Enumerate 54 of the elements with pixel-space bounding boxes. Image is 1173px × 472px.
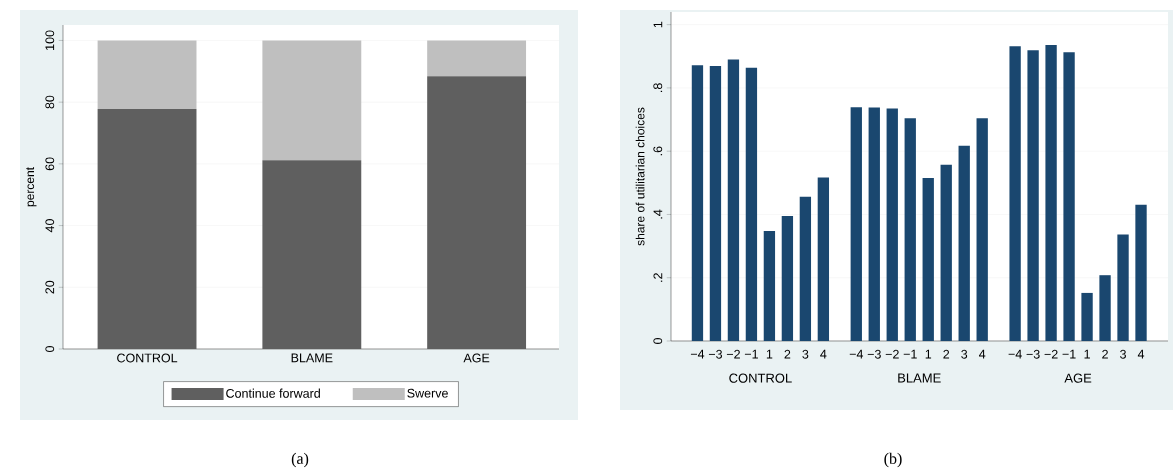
y-tick-label: .2 bbox=[653, 273, 663, 282]
x-tick-label: −1 bbox=[744, 349, 758, 359]
x-tick-label: 3 bbox=[1120, 349, 1126, 359]
legend-label: Swerve bbox=[407, 388, 448, 398]
text: (a) bbox=[291, 452, 309, 468]
x-tick-label: −4 bbox=[1008, 349, 1022, 359]
x-tick-label: −3 bbox=[867, 349, 881, 359]
x-tick-label: −1 bbox=[903, 349, 917, 359]
x-tick-label: BLAME bbox=[291, 353, 333, 363]
x-tick-label: −2 bbox=[1044, 349, 1058, 359]
text: CONTROL bbox=[729, 373, 792, 383]
x-tick-label: −4 bbox=[690, 349, 705, 359]
x-tick-label: 4 bbox=[979, 349, 986, 359]
y-tick-label: 80 bbox=[45, 95, 55, 109]
y-tick-label: .8 bbox=[653, 83, 663, 92]
text: AGE bbox=[1064, 373, 1092, 383]
y-tick-label: 1 bbox=[653, 21, 663, 28]
x-tick-label: AGE bbox=[463, 353, 490, 363]
x-tick-label: 4 bbox=[820, 349, 827, 359]
y-axis-title: share of utilitarian choices bbox=[635, 107, 645, 246]
x-tick-label: 1 bbox=[925, 349, 932, 359]
legend-label: Continue forward bbox=[226, 388, 320, 398]
x-tick-label: −2 bbox=[726, 349, 740, 359]
x-tick-label: 2 bbox=[943, 349, 950, 359]
y-tick-label: 40 bbox=[45, 219, 55, 233]
bar bbox=[262, 160, 362, 349]
x-tick-label: 4 bbox=[1137, 349, 1145, 359]
bar bbox=[262, 40, 362, 161]
x-tick-label: 1 bbox=[1084, 349, 1090, 359]
bar bbox=[427, 76, 527, 349]
x-tick-label: −2 bbox=[885, 349, 899, 359]
x-tick-label: −4 bbox=[849, 349, 864, 359]
text: (b) bbox=[884, 452, 902, 468]
bar bbox=[97, 108, 197, 349]
x-tick-label: 1 bbox=[766, 349, 773, 359]
y-tick-label: 100 bbox=[45, 30, 55, 50]
x-tick-label: −3 bbox=[1026, 349, 1040, 359]
text: BLAME bbox=[898, 373, 941, 383]
y-tick-label: 20 bbox=[45, 280, 55, 294]
x-tick-label: CONTROL bbox=[117, 353, 178, 363]
y-tick-label: 0 bbox=[45, 346, 55, 352]
x-tick-label: −3 bbox=[708, 349, 723, 359]
y-tick-label: 0 bbox=[653, 338, 663, 344]
x-tick-label: 2 bbox=[784, 349, 791, 359]
bar bbox=[427, 40, 527, 77]
bar bbox=[97, 40, 197, 109]
y-axis-title: percent bbox=[26, 167, 37, 207]
x-tick-label: 3 bbox=[961, 349, 968, 359]
x-tick-label: 3 bbox=[802, 349, 809, 359]
x-tick-label: 2 bbox=[1102, 349, 1108, 359]
y-tick-label: 60 bbox=[45, 157, 55, 171]
x-tick-label: −1 bbox=[1062, 349, 1076, 359]
y-tick-label: .4 bbox=[653, 209, 663, 219]
y-tick-label: .6 bbox=[653, 146, 663, 156]
